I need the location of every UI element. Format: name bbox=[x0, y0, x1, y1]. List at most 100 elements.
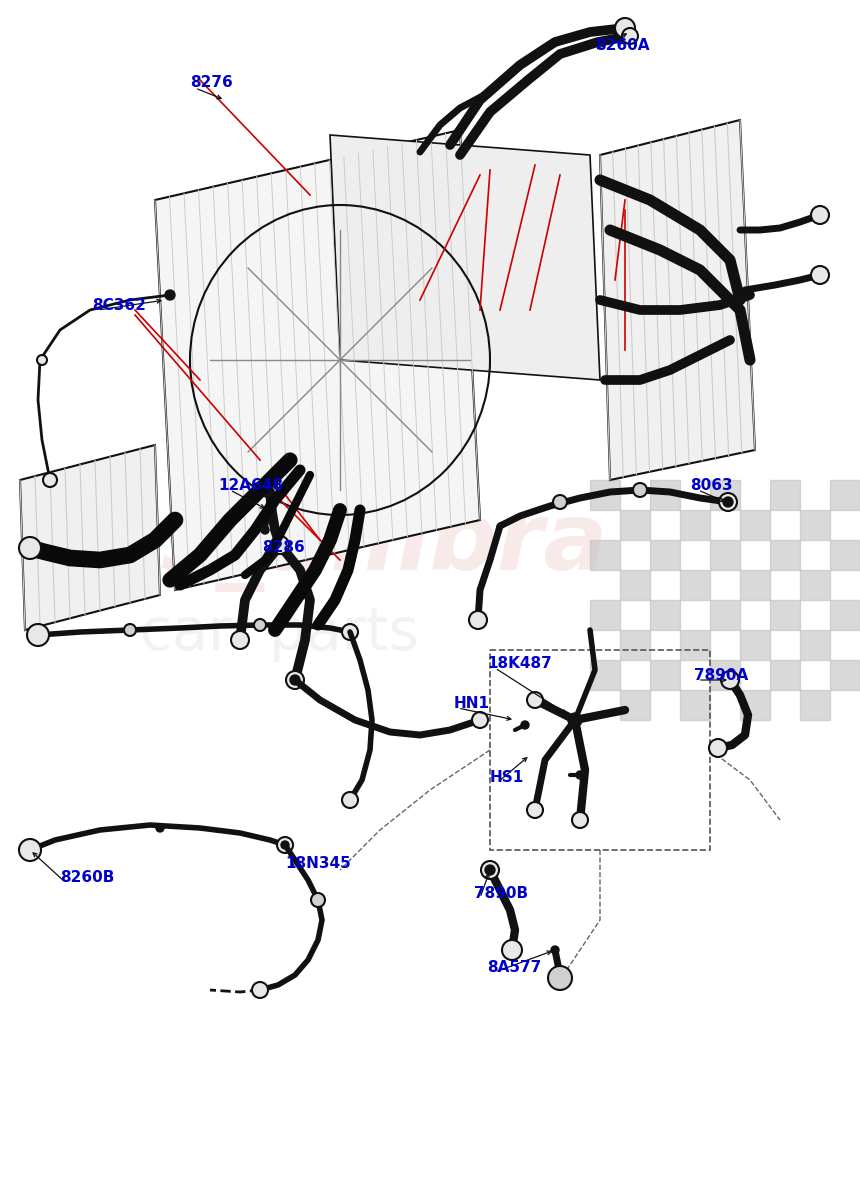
Bar bbox=[650, 540, 680, 570]
Text: 7890B: 7890B bbox=[474, 886, 528, 901]
Circle shape bbox=[719, 493, 737, 511]
Polygon shape bbox=[155, 130, 480, 590]
Circle shape bbox=[231, 631, 249, 649]
Polygon shape bbox=[600, 120, 755, 480]
Circle shape bbox=[527, 692, 543, 708]
Bar bbox=[680, 690, 710, 720]
Text: 18K487: 18K487 bbox=[487, 656, 552, 671]
Bar bbox=[710, 600, 740, 630]
Circle shape bbox=[43, 473, 57, 487]
Bar bbox=[830, 660, 860, 690]
Circle shape bbox=[521, 721, 529, 728]
Circle shape bbox=[342, 624, 358, 640]
Text: 12A648: 12A648 bbox=[218, 478, 283, 493]
Circle shape bbox=[254, 619, 266, 631]
Bar bbox=[710, 540, 740, 570]
Circle shape bbox=[615, 18, 635, 38]
Text: 8C362: 8C362 bbox=[92, 298, 146, 313]
Bar bbox=[490, 650, 710, 850]
Bar bbox=[830, 480, 860, 510]
Bar bbox=[710, 660, 740, 690]
Bar bbox=[680, 570, 710, 600]
Bar bbox=[770, 600, 800, 630]
Circle shape bbox=[262, 482, 278, 498]
Circle shape bbox=[271, 536, 289, 554]
Circle shape bbox=[568, 713, 582, 727]
Circle shape bbox=[19, 538, 41, 559]
Bar bbox=[590, 660, 620, 690]
Circle shape bbox=[622, 28, 638, 44]
Circle shape bbox=[576, 770, 584, 779]
Circle shape bbox=[252, 982, 268, 998]
Bar bbox=[770, 660, 800, 690]
Text: 8A577: 8A577 bbox=[487, 960, 541, 974]
Text: HS1: HS1 bbox=[490, 770, 525, 785]
Bar bbox=[800, 570, 830, 600]
Bar bbox=[650, 600, 680, 630]
Circle shape bbox=[551, 946, 559, 954]
Circle shape bbox=[165, 290, 175, 300]
Circle shape bbox=[156, 824, 164, 832]
Bar bbox=[680, 630, 710, 660]
Bar bbox=[800, 690, 830, 720]
Circle shape bbox=[485, 865, 495, 875]
Bar bbox=[590, 480, 620, 510]
Bar bbox=[680, 510, 710, 540]
Text: HN1: HN1 bbox=[454, 696, 490, 710]
Text: 8260A: 8260A bbox=[595, 38, 649, 53]
Circle shape bbox=[311, 893, 325, 907]
Bar bbox=[620, 630, 650, 660]
Polygon shape bbox=[20, 445, 160, 630]
Circle shape bbox=[811, 266, 829, 284]
Circle shape bbox=[502, 940, 522, 960]
Text: 7890A: 7890A bbox=[694, 668, 748, 683]
Bar bbox=[740, 690, 770, 720]
Text: car  parts: car parts bbox=[140, 605, 419, 662]
Circle shape bbox=[277, 838, 293, 853]
Bar bbox=[740, 510, 770, 540]
Circle shape bbox=[709, 739, 727, 757]
Circle shape bbox=[472, 712, 488, 728]
Bar bbox=[830, 600, 860, 630]
Text: 8260B: 8260B bbox=[60, 870, 114, 886]
Circle shape bbox=[811, 206, 829, 224]
Bar bbox=[620, 690, 650, 720]
Bar bbox=[740, 630, 770, 660]
Circle shape bbox=[469, 611, 487, 629]
Text: 8286: 8286 bbox=[262, 540, 304, 554]
Circle shape bbox=[124, 624, 136, 636]
Circle shape bbox=[290, 674, 300, 685]
Circle shape bbox=[481, 862, 499, 878]
Circle shape bbox=[27, 624, 49, 646]
Text: 8063: 8063 bbox=[690, 478, 733, 493]
Bar bbox=[830, 540, 860, 570]
Circle shape bbox=[19, 839, 41, 862]
Circle shape bbox=[721, 671, 739, 689]
Text: 8276: 8276 bbox=[190, 74, 233, 90]
Bar bbox=[800, 630, 830, 660]
Circle shape bbox=[261, 526, 269, 534]
Text: 18N345: 18N345 bbox=[285, 856, 351, 871]
Bar bbox=[620, 510, 650, 540]
Bar bbox=[650, 480, 680, 510]
Bar bbox=[770, 540, 800, 570]
Circle shape bbox=[548, 966, 572, 990]
Bar bbox=[650, 660, 680, 690]
Circle shape bbox=[633, 482, 647, 497]
Bar bbox=[620, 570, 650, 600]
Circle shape bbox=[723, 497, 733, 506]
Bar bbox=[590, 540, 620, 570]
Bar bbox=[590, 600, 620, 630]
Bar bbox=[800, 510, 830, 540]
Circle shape bbox=[527, 802, 543, 818]
Circle shape bbox=[286, 671, 304, 689]
Polygon shape bbox=[330, 134, 600, 380]
Circle shape bbox=[37, 355, 47, 365]
Bar bbox=[710, 480, 740, 510]
Circle shape bbox=[572, 812, 588, 828]
Circle shape bbox=[553, 494, 567, 509]
Bar bbox=[740, 570, 770, 600]
Bar bbox=[770, 480, 800, 510]
Text: s_umbra: s_umbra bbox=[160, 498, 607, 592]
Circle shape bbox=[342, 792, 358, 808]
